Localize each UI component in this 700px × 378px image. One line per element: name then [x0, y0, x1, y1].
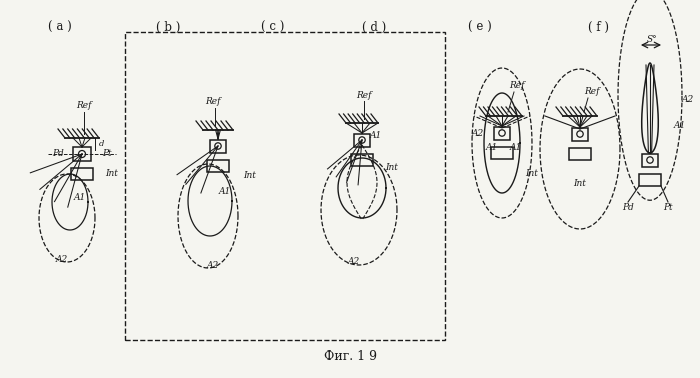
- Text: Ref: Ref: [510, 82, 525, 90]
- Text: ( c ): ( c ): [261, 21, 285, 34]
- Text: A2: A2: [207, 262, 219, 271]
- Bar: [351, 154, 373, 166]
- Bar: [491, 147, 513, 159]
- Text: Фиг. 1 9: Фиг. 1 9: [323, 350, 377, 363]
- Text: Pt: Pt: [663, 203, 673, 212]
- Text: A1: A1: [74, 192, 86, 201]
- Bar: [125, 32, 444, 340]
- Text: A1: A1: [510, 144, 522, 152]
- Text: S°: S°: [647, 34, 657, 43]
- Bar: [73, 147, 91, 161]
- Text: Int: Int: [244, 172, 256, 181]
- Text: A1: A1: [219, 186, 231, 195]
- Text: ( a ): ( a ): [48, 21, 71, 34]
- Text: Ref: Ref: [584, 87, 600, 96]
- Text: A2: A2: [472, 130, 484, 138]
- Text: ( d ): ( d ): [363, 21, 386, 34]
- Text: Int: Int: [106, 169, 118, 178]
- Text: Ref: Ref: [205, 98, 220, 107]
- Text: ( b ): ( b ): [156, 21, 180, 34]
- Text: A1: A1: [370, 132, 382, 141]
- Bar: [569, 148, 591, 160]
- Text: Pd: Pd: [52, 150, 64, 158]
- Text: A2: A2: [56, 256, 68, 265]
- Text: Pd: Pd: [622, 203, 634, 212]
- Text: ( e ): ( e ): [468, 21, 491, 34]
- Text: Int: Int: [573, 180, 587, 189]
- Text: Pt: Pt: [102, 150, 112, 158]
- Text: Int: Int: [386, 164, 398, 172]
- Text: Int: Int: [526, 169, 538, 178]
- Bar: [210, 139, 226, 152]
- Text: d: d: [99, 140, 105, 148]
- Text: A2: A2: [682, 96, 694, 104]
- Bar: [572, 127, 588, 141]
- Bar: [642, 153, 658, 166]
- Bar: [639, 174, 661, 186]
- Text: A1: A1: [486, 144, 498, 152]
- Bar: [354, 133, 370, 147]
- Text: Ref: Ref: [356, 90, 372, 99]
- Bar: [71, 168, 93, 180]
- Text: A2: A2: [348, 257, 360, 266]
- Text: A1: A1: [674, 121, 686, 130]
- Bar: [494, 127, 510, 139]
- Bar: [207, 160, 229, 172]
- Text: Ref: Ref: [76, 102, 92, 110]
- Text: ( f ): ( f ): [588, 21, 609, 34]
